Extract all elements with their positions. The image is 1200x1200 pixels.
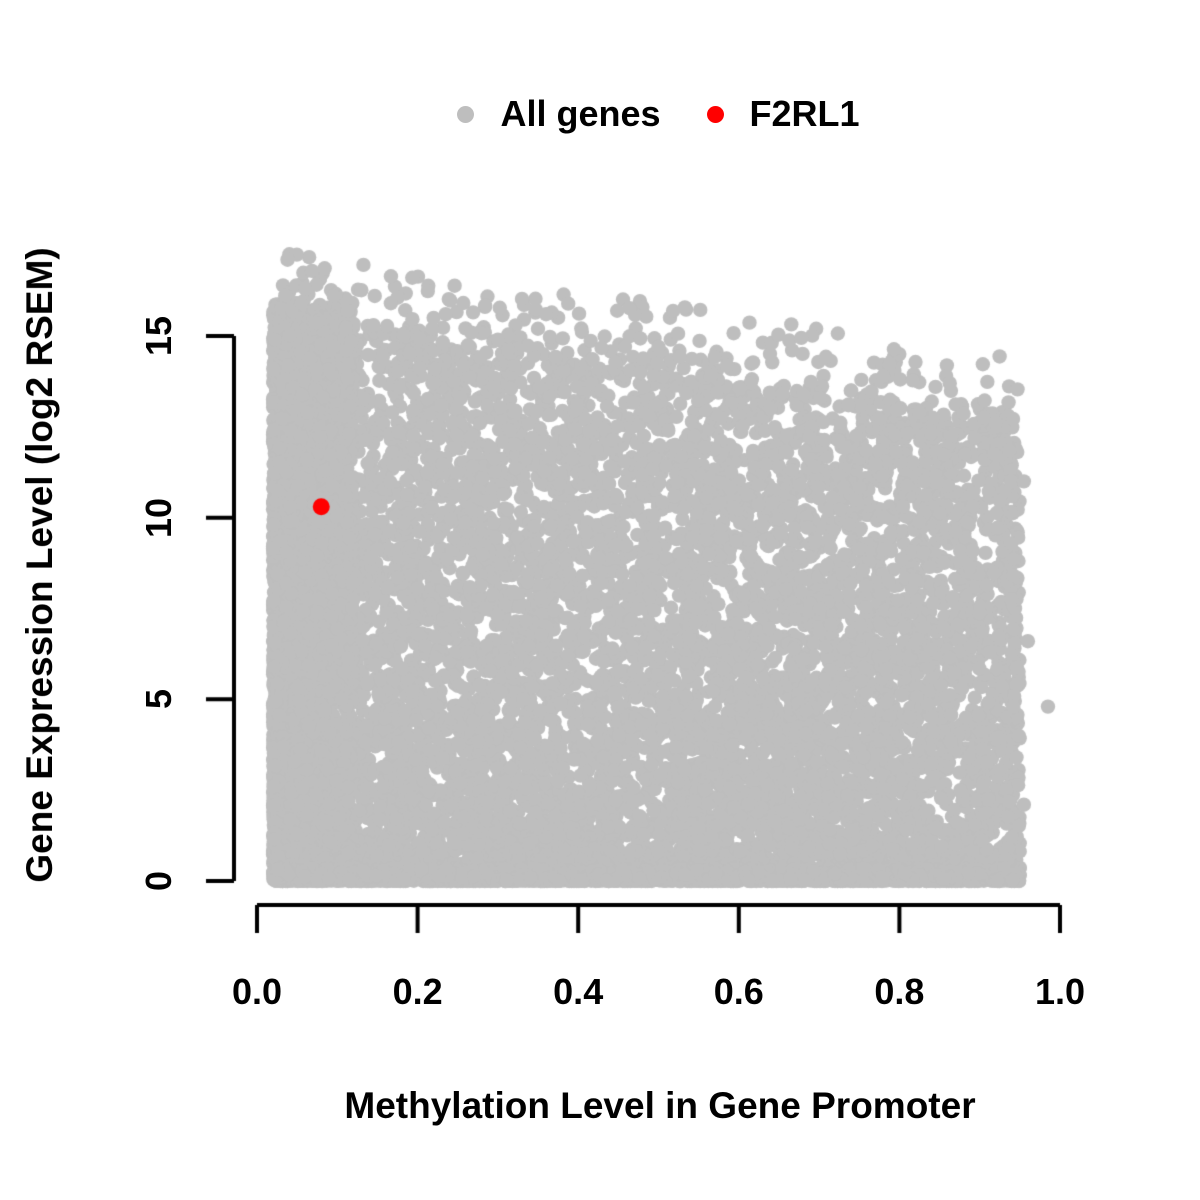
- all-genes-marker-icon: [457, 105, 475, 123]
- x-tick-label-0.6: 0.6: [713, 971, 764, 1012]
- x-tick-label-0.0: 0.0: [231, 971, 283, 1012]
- f2rl1-marker-icon: [706, 105, 724, 123]
- legend: All genes F2RL1: [257, 86, 1060, 142]
- legend-item-f2rl1: F2RL1: [706, 93, 860, 135]
- x-tick-label-1.0: 1.0: [1034, 971, 1086, 1012]
- x-tick-label-0.8: 0.8: [874, 971, 925, 1012]
- f2rl1-legend-label: F2RL1: [749, 93, 860, 134]
- y-tick-label-15: 15: [138, 315, 179, 357]
- x-tick-label-0.2: 0.2: [392, 971, 443, 1012]
- x-tick-label-0.4: 0.4: [553, 971, 604, 1012]
- y-tick-label-10: 10: [138, 497, 179, 538]
- all-genes-legend-label: All genes: [500, 93, 661, 134]
- y-tick-label-0: 0: [138, 870, 179, 892]
- y-tick-label-5: 5: [138, 689, 179, 710]
- y-axis-title: Gene Expression Level (log2 RSEM): [19, 247, 60, 883]
- legend-item-all-genes: All genes: [457, 93, 661, 135]
- x-axis-title: Methylation Level in Gene Promoter: [344, 1085, 976, 1126]
